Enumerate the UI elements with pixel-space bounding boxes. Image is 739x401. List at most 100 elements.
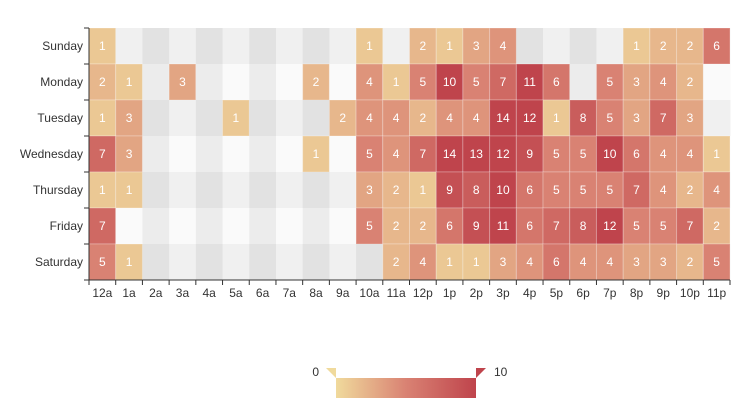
split-area bbox=[703, 64, 731, 101]
cell-label: 3 bbox=[660, 255, 667, 269]
cell-label: 3 bbox=[687, 111, 694, 125]
heatmap-cell[interactable] bbox=[88, 207, 117, 245]
heatmap-cell[interactable] bbox=[382, 243, 410, 281]
heatmap-cell[interactable] bbox=[115, 135, 143, 173]
split-area bbox=[222, 64, 250, 101]
heatmap-cell[interactable] bbox=[489, 171, 517, 209]
heatmap-cell[interactable] bbox=[115, 171, 143, 209]
split-area bbox=[169, 100, 197, 137]
heatmap-cell[interactable] bbox=[676, 99, 704, 137]
heatmap-cell[interactable] bbox=[676, 135, 704, 173]
x-tick-label: 10a bbox=[359, 286, 379, 300]
heatmap-cell[interactable] bbox=[569, 243, 597, 281]
heatmap-cell[interactable] bbox=[168, 63, 197, 101]
heatmap-cell[interactable] bbox=[622, 243, 651, 281]
heatmap-cell[interactable] bbox=[355, 63, 384, 101]
heatmap-cell[interactable] bbox=[489, 243, 517, 281]
heatmap-cell[interactable] bbox=[542, 243, 571, 281]
heatmap-cell[interactable] bbox=[649, 207, 678, 245]
heatmap-cell[interactable] bbox=[702, 243, 731, 281]
cell-label: 1 bbox=[446, 39, 453, 53]
heatmap-cell[interactable] bbox=[595, 207, 624, 245]
visual-map-min-handle[interactable] bbox=[326, 368, 336, 378]
heatmap-cell[interactable] bbox=[302, 63, 330, 101]
heatmap-cell[interactable] bbox=[409, 243, 437, 281]
heatmap-cell[interactable] bbox=[649, 243, 678, 281]
heatmap-cell[interactable] bbox=[515, 171, 544, 209]
heatmap-cell[interactable] bbox=[222, 99, 250, 137]
heatmap-cell[interactable] bbox=[515, 63, 544, 101]
heatmap-cell[interactable] bbox=[702, 135, 731, 173]
heatmap-cell[interactable] bbox=[409, 63, 437, 101]
heatmap-cell[interactable] bbox=[462, 171, 491, 209]
heatmap-cell[interactable] bbox=[542, 63, 571, 101]
cell-label: 8 bbox=[580, 219, 587, 233]
heatmap-cell[interactable] bbox=[676, 243, 704, 281]
cell-label: 10 bbox=[496, 183, 510, 197]
heatmap-cell[interactable] bbox=[409, 99, 437, 137]
heatmap-cell[interactable] bbox=[542, 171, 571, 209]
heatmap-cell[interactable] bbox=[622, 135, 651, 173]
heatmap-cell[interactable] bbox=[489, 135, 517, 173]
heatmap-cell[interactable] bbox=[382, 99, 410, 137]
split-area bbox=[195, 64, 224, 101]
cell-label: 1 bbox=[99, 183, 106, 197]
heatmap-cell[interactable] bbox=[88, 171, 117, 209]
heatmap-cell[interactable] bbox=[115, 243, 143, 281]
heatmap-cell[interactable] bbox=[702, 27, 731, 65]
heatmap-cell[interactable] bbox=[595, 243, 624, 281]
heatmap-cell[interactable] bbox=[435, 27, 464, 65]
x-tick-label: 5a bbox=[229, 286, 243, 300]
heatmap-cell[interactable] bbox=[622, 99, 651, 137]
cell-label: 4 bbox=[713, 183, 720, 197]
heatmap-cell[interactable] bbox=[569, 171, 597, 209]
heatmap-cell[interactable] bbox=[462, 135, 491, 173]
heatmap-cell[interactable] bbox=[489, 99, 517, 137]
visual-map-min-label: 0 bbox=[312, 365, 319, 379]
heatmap-cell[interactable] bbox=[382, 207, 410, 245]
x-tick-label: 8a bbox=[309, 286, 323, 300]
heatmap-cell[interactable] bbox=[569, 99, 597, 137]
heatmap-cell[interactable] bbox=[489, 27, 517, 65]
heatmap-cell[interactable] bbox=[435, 63, 464, 101]
cell-label: 7 bbox=[99, 219, 106, 233]
heatmap-cell[interactable] bbox=[702, 171, 731, 209]
heatmap-cell[interactable] bbox=[622, 63, 651, 101]
heatmap-cell[interactable] bbox=[569, 135, 597, 173]
split-area bbox=[115, 208, 143, 245]
heatmap-cell[interactable] bbox=[622, 171, 651, 209]
heatmap-cell[interactable] bbox=[676, 171, 704, 209]
cell-label: 12 bbox=[523, 111, 537, 125]
heatmap-cell[interactable] bbox=[409, 171, 437, 209]
heatmap-cell[interactable] bbox=[702, 207, 731, 245]
heatmap-cell[interactable] bbox=[515, 135, 544, 173]
cell-label: 1 bbox=[99, 39, 106, 53]
visual-map[interactable]: 0 10 bbox=[312, 365, 508, 398]
heatmap-cell[interactable] bbox=[88, 27, 117, 65]
visual-map-max-handle[interactable] bbox=[476, 368, 486, 378]
heatmap-cell[interactable] bbox=[649, 27, 678, 65]
heatmap-cell[interactable] bbox=[676, 27, 704, 65]
heatmap-cell[interactable] bbox=[115, 63, 143, 101]
heatmap-cell[interactable] bbox=[542, 99, 571, 137]
split-area bbox=[329, 136, 357, 173]
heatmap-cell[interactable] bbox=[649, 99, 678, 137]
heatmap-cell[interactable] bbox=[515, 99, 544, 137]
cell-label: 12 bbox=[603, 219, 617, 233]
heatmap-cell[interactable] bbox=[382, 63, 410, 101]
heatmap-cell[interactable] bbox=[515, 207, 544, 245]
heatmap-cell[interactable] bbox=[462, 207, 491, 245]
heatmap-cell[interactable] bbox=[355, 207, 384, 245]
heatmap-cell[interactable] bbox=[435, 135, 464, 173]
heatmap-cell[interactable] bbox=[489, 63, 517, 101]
heatmap-cell[interactable] bbox=[595, 135, 624, 173]
heatmap-cell[interactable] bbox=[435, 99, 464, 137]
heatmap-cell[interactable] bbox=[595, 171, 624, 209]
cell-label: 2 bbox=[393, 255, 400, 269]
heatmap-cell[interactable] bbox=[382, 171, 410, 209]
heatmap-cell[interactable] bbox=[88, 63, 117, 101]
heatmap-cell[interactable] bbox=[515, 243, 544, 281]
cell-label: 4 bbox=[500, 39, 507, 53]
heatmap-cell[interactable] bbox=[355, 135, 384, 173]
split-area bbox=[142, 100, 170, 137]
